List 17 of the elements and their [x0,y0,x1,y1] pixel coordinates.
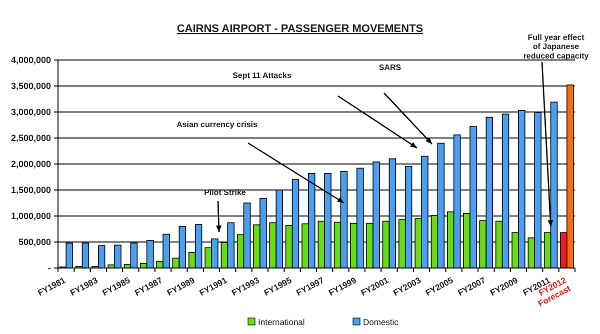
chart-title: CAIRNS AIRPORT - PASSENGER MOVEMENTS [176,23,424,35]
legend-label: Domestic [363,317,400,327]
y-tick-label: 3,500,000 [10,81,51,92]
y-tick-label: 3,000,000 [10,107,51,118]
annotation: Sept 11 Attacks [232,71,292,80]
annotation: SARS [378,63,402,72]
y-tick-label: 2,000,000 [10,159,51,170]
y-tick-label: 4,000,000 [10,55,51,66]
y-tick-label: 2,500,000 [10,133,51,144]
y-tick-label: - [48,263,51,274]
y-tick-label: 500,000 [18,237,51,248]
annotation: Asian currency crisis [176,120,258,129]
annotation: Pilot Strike [204,188,246,197]
y-tick-label: 1,500,000 [10,185,51,196]
y-tick-label: 1,000,000 [10,211,51,222]
annotation: Full year effect of Japanese reduced capacity [523,33,590,60]
legend-label: International [258,317,305,327]
